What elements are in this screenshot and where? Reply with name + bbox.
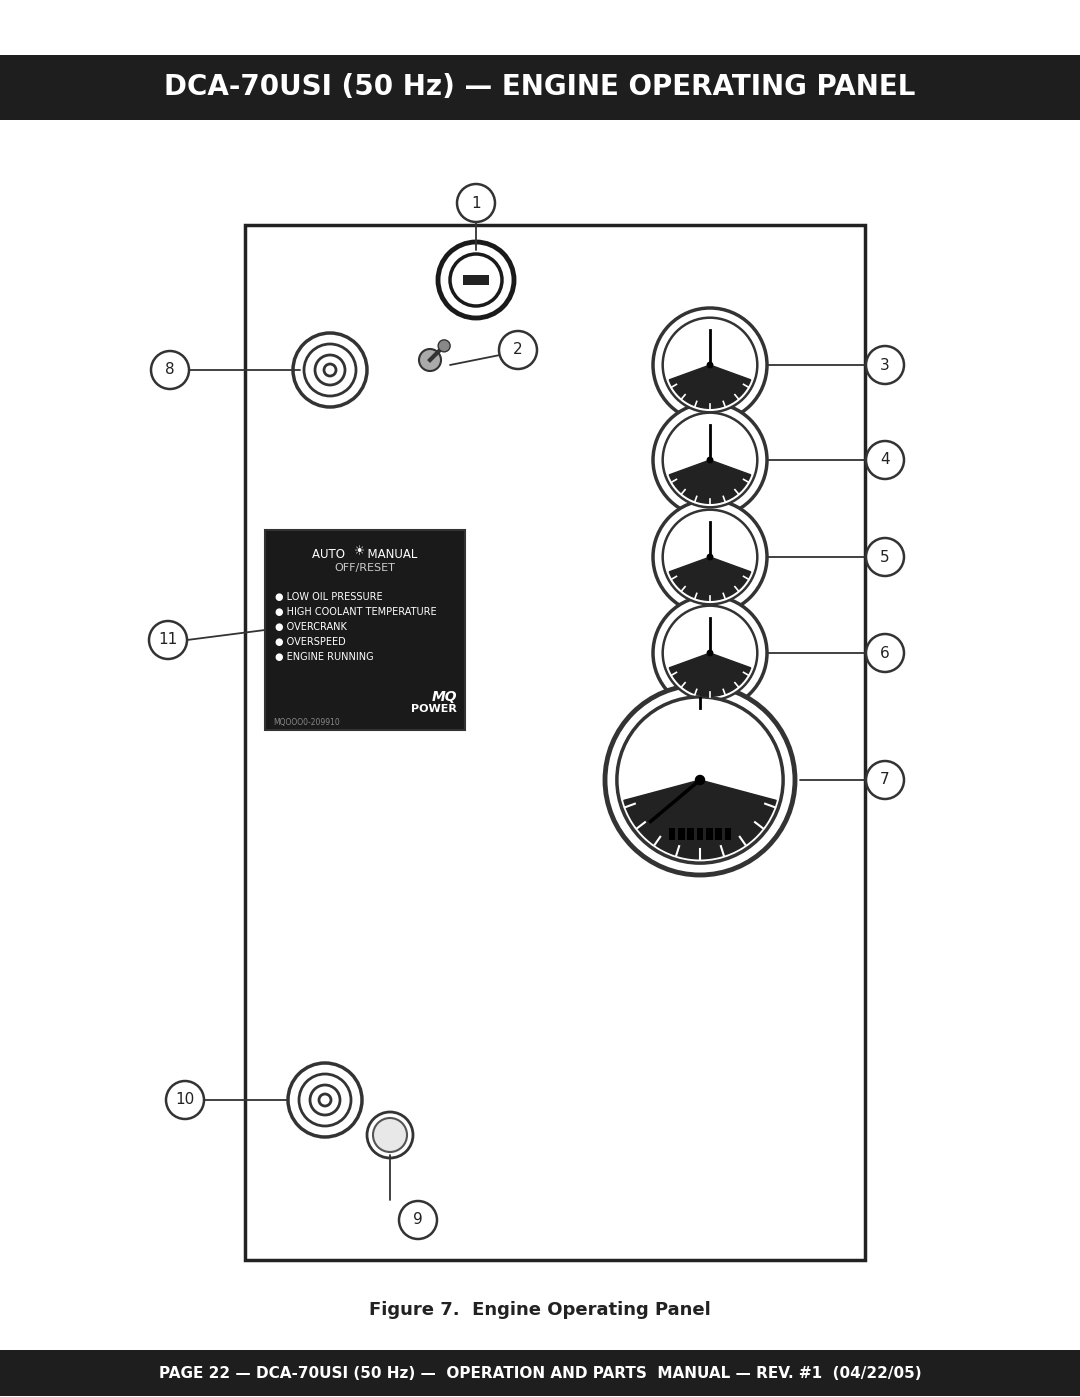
Circle shape bbox=[706, 362, 714, 369]
Polygon shape bbox=[670, 365, 751, 408]
Circle shape bbox=[663, 412, 757, 507]
Circle shape bbox=[706, 457, 714, 464]
Text: 10: 10 bbox=[175, 1092, 194, 1108]
Circle shape bbox=[310, 1085, 340, 1115]
Polygon shape bbox=[670, 557, 751, 601]
Circle shape bbox=[653, 597, 767, 710]
Bar bbox=[245, 225, 865, 1260]
Circle shape bbox=[663, 510, 757, 605]
Text: 11: 11 bbox=[159, 633, 177, 647]
Text: ● ENGINE RUNNING: ● ENGINE RUNNING bbox=[275, 652, 374, 662]
Text: 1: 1 bbox=[471, 196, 481, 211]
Text: 7: 7 bbox=[880, 773, 890, 788]
Text: 9: 9 bbox=[414, 1213, 423, 1228]
Circle shape bbox=[419, 349, 441, 372]
Circle shape bbox=[149, 622, 187, 659]
Text: MQ: MQ bbox=[432, 690, 457, 704]
Circle shape bbox=[866, 538, 904, 576]
Circle shape bbox=[663, 317, 757, 412]
Circle shape bbox=[866, 346, 904, 384]
Text: ● OVERSPEED: ● OVERSPEED bbox=[275, 637, 346, 647]
Bar bbox=[678, 828, 685, 841]
Circle shape bbox=[151, 351, 189, 388]
Circle shape bbox=[866, 441, 904, 479]
Text: 8: 8 bbox=[165, 362, 175, 377]
Circle shape bbox=[438, 339, 450, 352]
Circle shape bbox=[293, 332, 367, 407]
Text: ● OVERCRANK: ● OVERCRANK bbox=[275, 622, 347, 631]
Circle shape bbox=[438, 242, 514, 319]
Circle shape bbox=[324, 365, 336, 376]
Text: PAGE 22 — DCA-70USI (50 Hz) —  OPERATION AND PARTS  MANUAL — REV. #1  (04/22/05): PAGE 22 — DCA-70USI (50 Hz) — OPERATION … bbox=[159, 1365, 921, 1380]
Bar bbox=[697, 828, 703, 841]
Polygon shape bbox=[670, 460, 751, 503]
Text: POWER: POWER bbox=[411, 704, 457, 714]
Circle shape bbox=[450, 254, 502, 306]
Circle shape bbox=[288, 1063, 362, 1137]
Bar bbox=[0, 1350, 1080, 1396]
Text: 5: 5 bbox=[880, 549, 890, 564]
Circle shape bbox=[457, 184, 495, 222]
Circle shape bbox=[499, 331, 537, 369]
Circle shape bbox=[653, 307, 767, 422]
Text: OFF/RESET: OFF/RESET bbox=[335, 563, 395, 573]
Circle shape bbox=[866, 634, 904, 672]
Circle shape bbox=[653, 500, 767, 615]
Circle shape bbox=[303, 344, 356, 395]
Text: Figure 7.  Engine Operating Panel: Figure 7. Engine Operating Panel bbox=[369, 1301, 711, 1319]
Text: ● HIGH COOLANT TEMPERATURE: ● HIGH COOLANT TEMPERATURE bbox=[275, 608, 436, 617]
Circle shape bbox=[706, 553, 714, 560]
Circle shape bbox=[617, 697, 783, 863]
Text: 2: 2 bbox=[513, 342, 523, 358]
Circle shape bbox=[694, 775, 705, 785]
Bar bbox=[687, 828, 694, 841]
Bar bbox=[463, 275, 489, 285]
Bar bbox=[715, 828, 721, 841]
Polygon shape bbox=[624, 780, 777, 859]
Circle shape bbox=[166, 1081, 204, 1119]
Text: AUTO      MANUAL: AUTO MANUAL bbox=[312, 548, 418, 562]
Text: DCA-70USI (50 Hz) — ENGINE OPERATING PANEL: DCA-70USI (50 Hz) — ENGINE OPERATING PAN… bbox=[164, 74, 916, 102]
Text: 6: 6 bbox=[880, 645, 890, 661]
Text: 3: 3 bbox=[880, 358, 890, 373]
Circle shape bbox=[653, 402, 767, 517]
Bar bbox=[265, 529, 465, 731]
Polygon shape bbox=[670, 652, 751, 696]
Circle shape bbox=[663, 606, 757, 700]
Circle shape bbox=[315, 355, 345, 386]
Bar bbox=[0, 54, 1080, 120]
Circle shape bbox=[373, 1118, 407, 1153]
Circle shape bbox=[605, 685, 795, 875]
Circle shape bbox=[299, 1074, 351, 1126]
Text: ☀: ☀ bbox=[354, 545, 366, 557]
Bar bbox=[706, 828, 713, 841]
Bar bbox=[669, 828, 675, 841]
Bar bbox=[725, 828, 731, 841]
Circle shape bbox=[399, 1201, 437, 1239]
Circle shape bbox=[866, 761, 904, 799]
Circle shape bbox=[706, 650, 714, 657]
Circle shape bbox=[319, 1094, 330, 1106]
Text: ● LOW OIL PRESSURE: ● LOW OIL PRESSURE bbox=[275, 592, 382, 602]
Text: 4: 4 bbox=[880, 453, 890, 468]
Circle shape bbox=[367, 1112, 413, 1158]
Text: MQOOO0-209910: MQOOO0-209910 bbox=[273, 718, 340, 726]
